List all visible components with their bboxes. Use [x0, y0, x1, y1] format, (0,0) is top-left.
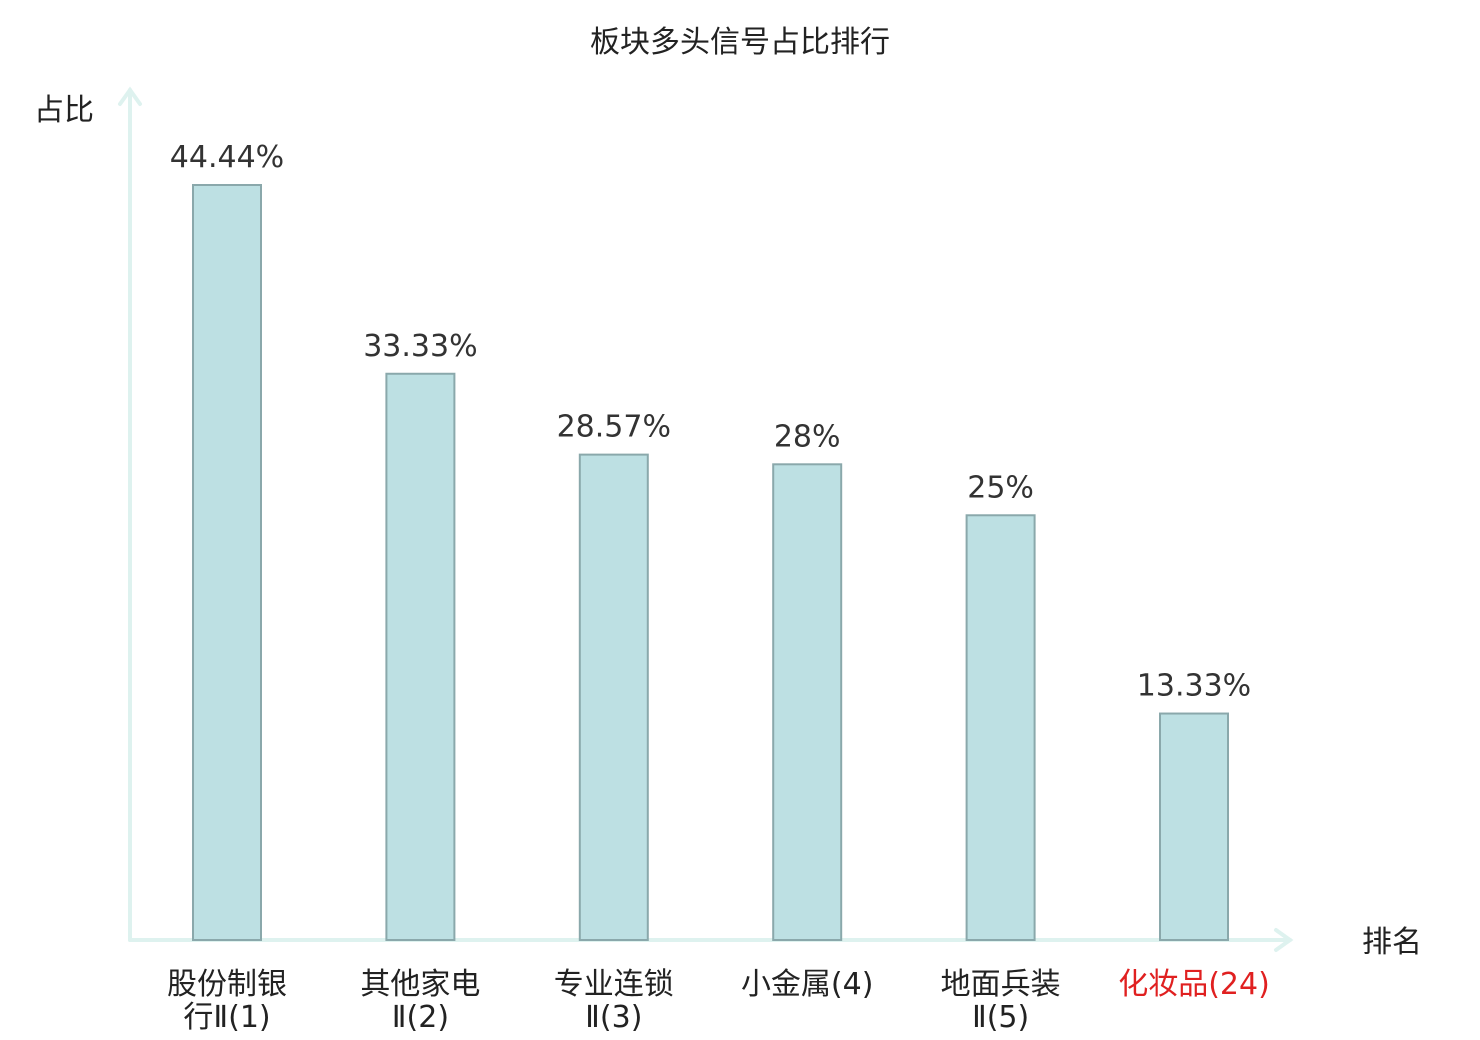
data-label: 25%: [967, 470, 1034, 505]
y-axis-title: 占比: [34, 93, 94, 128]
category-label: 化妆品(24): [1118, 967, 1270, 1002]
x-axis-title: 排名: [1362, 925, 1422, 960]
category-label: 专业连锁: [554, 967, 674, 1002]
data-label: 33.33%: [363, 329, 477, 364]
x-axis-arrow: [1274, 928, 1294, 952]
category-label: 其他家电: [360, 967, 480, 1002]
category-label: 地面兵装: [941, 967, 1061, 1002]
axes: [118, 86, 1294, 952]
y-axis-arrow: [118, 86, 142, 106]
category-label: 股份制银: [167, 967, 287, 1002]
data-labels: 44.44% 33.33% 28.57% 28% 25% 13.33%: [170, 140, 1251, 704]
bar: [965, 514, 1036, 941]
category-label: Ⅱ(5): [972, 1000, 1029, 1035]
category-label: 行Ⅱ(1): [183, 1000, 270, 1035]
bar: [192, 184, 262, 941]
chart-title: 板块多头信号占比排行: [590, 25, 890, 60]
bar: [578, 453, 649, 941]
data-label: 28%: [774, 419, 841, 454]
data-label: 13.33%: [1137, 669, 1251, 704]
bar: [1159, 712, 1229, 942]
category-label: 小金属(4): [741, 967, 874, 1002]
bars: [192, 184, 1229, 942]
category-label: Ⅱ(3): [585, 1000, 642, 1035]
category-label: Ⅱ(2): [392, 1000, 449, 1035]
bar: [385, 372, 456, 941]
data-label: 28.57%: [557, 410, 671, 445]
data-label: 44.44%: [170, 140, 284, 175]
bar: [772, 463, 843, 941]
